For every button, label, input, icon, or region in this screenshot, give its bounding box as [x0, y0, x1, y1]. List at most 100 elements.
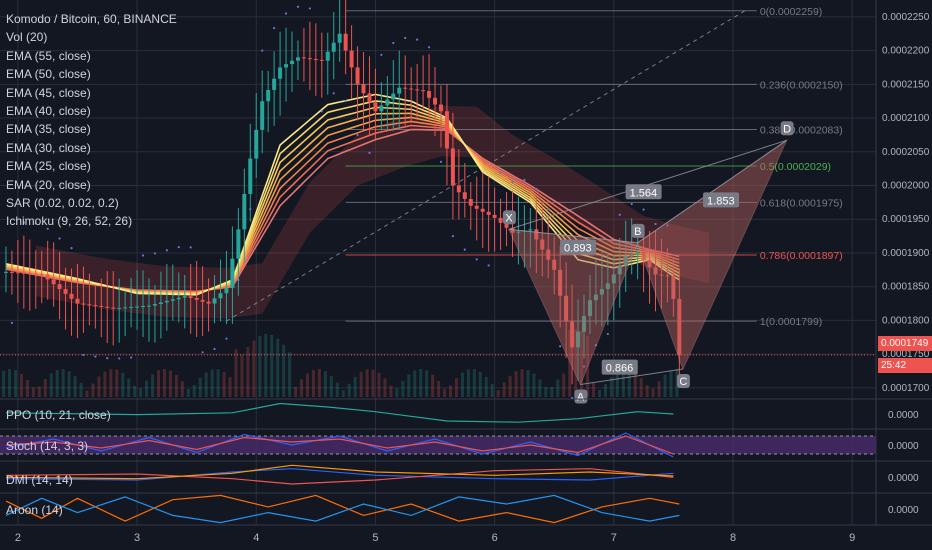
- indicator-label-ema50[interactable]: EMA (50, close): [6, 67, 91, 82]
- candle-body: [599, 288, 604, 295]
- volume-bar: [73, 376, 77, 397]
- candle-body: [629, 254, 634, 257]
- harmonic-ratio-line: [508, 228, 638, 244]
- candle-body: [611, 274, 616, 284]
- candle-body: [33, 273, 38, 275]
- harmonic-ratio-line: [637, 139, 787, 244]
- volume-bar: [544, 386, 548, 397]
- volume-bar: [532, 373, 536, 397]
- sar-dot: [94, 355, 97, 358]
- volume-bar: [395, 388, 399, 397]
- stoch-pane-label[interactable]: Stoch (14, 3, 3): [6, 439, 89, 453]
- indicator-label-ema45[interactable]: EMA (45, close): [6, 85, 91, 100]
- candle-body: [146, 305, 151, 307]
- volume-bar: [305, 373, 309, 397]
- y-tick-label: 0.0002100: [882, 113, 930, 124]
- indicator-label-volume[interactable]: Vol (20): [6, 30, 48, 45]
- aroon-pane-label[interactable]: Aroon (14): [6, 503, 63, 517]
- harmonic-ratio-label: 0.893: [564, 243, 592, 255]
- stoch-band: [0, 436, 876, 454]
- candle-body: [433, 97, 438, 105]
- volume-bar: [85, 390, 89, 397]
- x-tick-label: 2: [15, 532, 21, 544]
- volume-bar: [103, 371, 107, 397]
- sar-dot: [34, 222, 37, 225]
- sar-dot: [82, 353, 85, 357]
- y-tick-label: 0.0002200: [882, 46, 930, 57]
- candle-body: [361, 84, 366, 94]
- indicator-label-ema35[interactable]: EMA (35, close): [6, 122, 91, 137]
- volume-bar: [645, 385, 649, 397]
- candle-body: [290, 60, 294, 65]
- harmonic-ratio-label: 1.853: [707, 195, 735, 207]
- volume-bar: [508, 375, 512, 397]
- x-tick-label: 3: [134, 532, 140, 544]
- volume-bar: [115, 369, 119, 397]
- volume-bar: [204, 372, 208, 397]
- candle-body: [456, 185, 461, 193]
- candle-body: [111, 307, 116, 309]
- volume-bar: [282, 344, 286, 397]
- sar-dot: [499, 171, 502, 174]
- volume-bar: [198, 377, 202, 397]
- volume-bar: [597, 390, 601, 397]
- candle-body: [617, 265, 622, 275]
- y-tick-label: 0.0001950: [882, 214, 930, 225]
- candle-body: [75, 298, 80, 304]
- dmi-pane-label[interactable]: DMI (14, 14): [6, 473, 73, 487]
- candle-body: [647, 260, 652, 268]
- sar-dot: [523, 178, 526, 181]
- y-tick-label: 0.0001700: [882, 383, 930, 394]
- sar-dot: [165, 249, 168, 252]
- volume-bar: [240, 354, 244, 397]
- volume-bar: [37, 386, 41, 397]
- candle-body: [438, 104, 443, 112]
- sar-dot: [404, 36, 407, 40]
- sar-dot: [237, 278, 240, 282]
- candle-body: [9, 271, 14, 273]
- sar-dot: [46, 227, 49, 230]
- fib-level-label: 0.236(0.0002150): [760, 79, 843, 91]
- symbol-title[interactable]: Komodo / Bitcoin, 60, BINANCE: [6, 12, 177, 26]
- indicator-label-ema25[interactable]: EMA (25, close): [6, 159, 91, 174]
- sar-dot: [606, 332, 609, 336]
- indicator-label-ema55[interactable]: EMA (55, close): [6, 48, 91, 63]
- sar-dot: [451, 235, 454, 238]
- sar-dot: [273, 27, 276, 30]
- sar-dot: [594, 344, 598, 347]
- volume-bar: [121, 372, 125, 397]
- sar-dot: [189, 246, 192, 249]
- candle-body: [355, 67, 360, 85]
- indicator-label-sar[interactable]: SAR (0.02, 0.02, 0.2): [6, 195, 119, 210]
- sar-dot: [559, 345, 562, 348]
- ppo-pane-label[interactable]: PPO (10, 21, close): [6, 408, 111, 422]
- volume-bar: [627, 369, 631, 397]
- indicator-label-ema20[interactable]: EMA (20, close): [6, 177, 91, 192]
- volume-bar: [133, 385, 137, 397]
- volume-bar: [460, 372, 464, 397]
- indicator-series-line: [5, 468, 674, 485]
- volume-bar: [335, 382, 339, 397]
- candle-body: [117, 307, 122, 309]
- candle-body: [468, 199, 473, 206]
- sar-dot: [463, 248, 466, 251]
- candle-body: [391, 93, 396, 100]
- candle-body: [605, 283, 610, 289]
- candle-body: [3, 271, 8, 273]
- indicator-label-ema30[interactable]: EMA (30, close): [6, 140, 91, 155]
- volume-bar: [13, 370, 17, 397]
- candle-body: [540, 239, 545, 250]
- fib-level-label: 0.5(0.0002029): [760, 161, 831, 173]
- y-tick-label: 0.0002000: [882, 181, 930, 192]
- indicator-label-ichimoku[interactable]: Ichimoku (9, 26, 52, 26): [6, 214, 133, 229]
- candle-body: [498, 217, 503, 223]
- volume-bar: [139, 388, 143, 397]
- candle-body: [164, 300, 169, 303]
- sar-dot: [141, 254, 145, 257]
- candle-body: [641, 252, 646, 261]
- volume-bar: [186, 388, 190, 397]
- sar-dot: [487, 264, 490, 267]
- indicator-label-ema40[interactable]: EMA (40, close): [6, 103, 91, 118]
- volume-bar: [478, 371, 482, 397]
